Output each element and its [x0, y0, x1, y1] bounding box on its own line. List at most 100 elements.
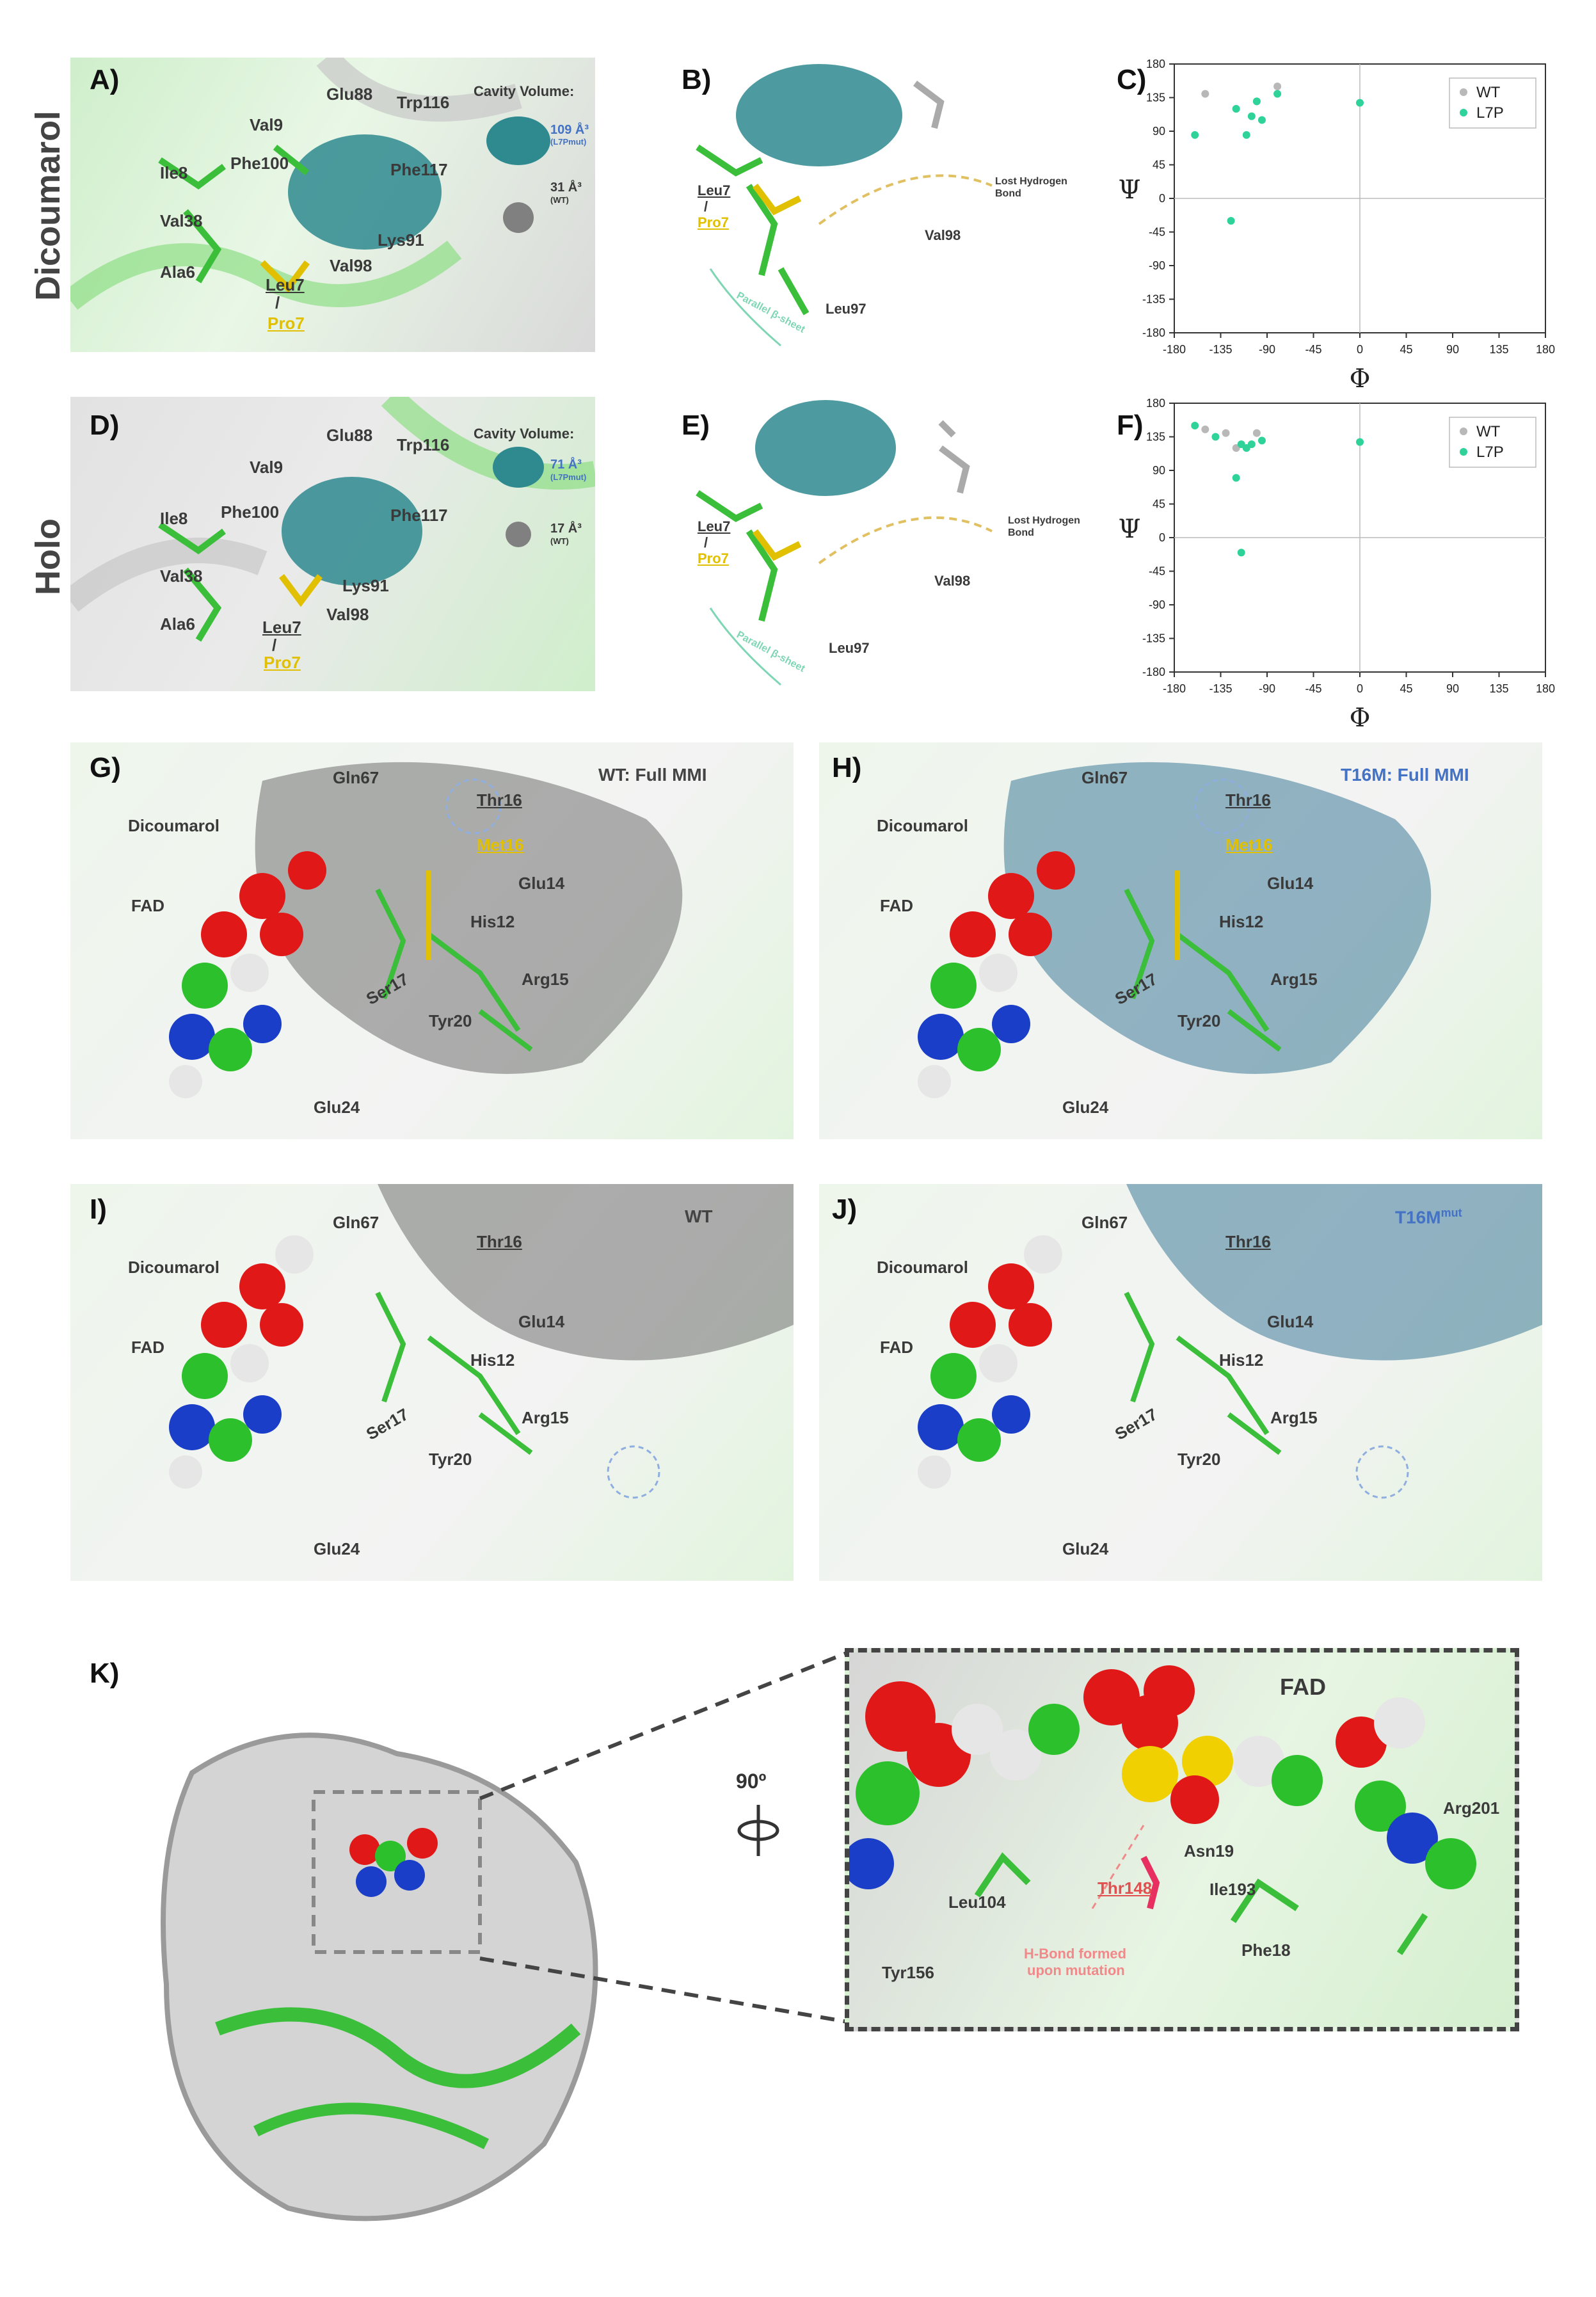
- label-glu24-j: Glu24: [1062, 1539, 1109, 1558]
- cavity-title-d: Cavity Volume:: [474, 426, 575, 442]
- label-val9-d: Val9: [250, 458, 283, 477]
- label-glu24-g: Glu24: [314, 1098, 360, 1117]
- label-slash-d: /: [272, 636, 277, 655]
- label-slash-e: /: [704, 534, 708, 550]
- label-hbond-1: H-Bond formed: [1024, 1946, 1127, 1962]
- label-val98-e: Val98: [934, 573, 971, 589]
- x-tick-label: 45: [1400, 682, 1412, 695]
- label-thr148: Thr148: [1097, 1878, 1153, 1898]
- cavity-mut-sub: (L7Pmut): [550, 137, 587, 147]
- label-gln67-h: Gln67: [1081, 768, 1128, 787]
- x-tick-label: -135: [1209, 343, 1232, 356]
- data-point-l7p: [1237, 548, 1245, 557]
- label-thr16-g: Thr16: [477, 790, 522, 810]
- label-lost-hbond: Lost Hydrogen: [995, 176, 1067, 187]
- legend-label-wt: WT: [1476, 423, 1501, 440]
- legend-marker-l7p: [1460, 109, 1467, 116]
- label-thr16-i: Thr16: [477, 1232, 522, 1251]
- label-arg15-g: Arg15: [522, 970, 569, 989]
- label-glu88: Glu88: [326, 84, 373, 104]
- label-phe117-d: Phe117: [390, 506, 448, 525]
- x-tick-label: 135: [1489, 682, 1508, 695]
- label-leu7-d: Leu7: [262, 618, 301, 637]
- panel-i-letter: I): [90, 1194, 107, 1225]
- label-tyr20-i: Tyr20: [429, 1450, 472, 1469]
- y-tick-label: 90: [1153, 125, 1165, 138]
- data-point-wt: [1252, 429, 1261, 437]
- panel-k-overview: [161, 1733, 598, 2221]
- x-tick-label: -45: [1305, 343, 1321, 356]
- panel-j-title: T16Mmut: [1395, 1206, 1462, 1228]
- label-his12-h: His12: [1219, 912, 1264, 931]
- row-title-holo: Holo: [29, 518, 67, 595]
- data-point-l7p: [1257, 116, 1266, 124]
- panel-j-title-text: T16M: [1395, 1207, 1441, 1228]
- panel-d-letter: D): [90, 410, 120, 441]
- panel-e-letter: E): [682, 410, 710, 441]
- ramachandran-plot-c: -180 -135 -90 -45 0 45 90 135 180 -180 -135 -90 -45 0…: [1118, 58, 1555, 394]
- label-fad-k: FAD: [1280, 1674, 1326, 1700]
- panel-e-structure: [672, 397, 1069, 691]
- label-glu14-h: Glu14: [1267, 874, 1314, 893]
- label-leu7-b: Leu7: [698, 182, 731, 198]
- cavity-wt-value: 31 Å³: [550, 180, 582, 195]
- panel-k-zoom: [845, 1648, 1519, 2031]
- label-val9: Val9: [250, 115, 283, 134]
- y-tick-label: 0: [1159, 531, 1165, 544]
- panel-e-render: [696, 400, 993, 686]
- cavity-wt-sub-d: (WT): [550, 536, 569, 546]
- label-trp116-d: Trp116: [397, 435, 450, 454]
- y-tick-label: -135: [1142, 293, 1165, 306]
- label-tyr20-g: Tyr20: [429, 1011, 472, 1030]
- label-ala6: Ala6: [160, 262, 195, 282]
- label-arg15-h: Arg15: [1270, 970, 1318, 989]
- panel-c-letter: C): [1117, 64, 1147, 95]
- panel-b-structure: [672, 58, 1069, 352]
- cavity-wt-sub: (WT): [550, 195, 569, 205]
- panel-a-letter: A): [90, 64, 120, 95]
- data-point-l7p: [1356, 99, 1364, 107]
- y-tick-label: 90: [1153, 464, 1165, 477]
- cavity-title: Cavity Volume:: [474, 83, 575, 99]
- x-tick-label: 0: [1357, 682, 1363, 695]
- y-tick-label: -45: [1149, 565, 1165, 578]
- legend-marker-wt: [1460, 428, 1467, 435]
- panel-i-render: [169, 1184, 794, 1499]
- x-tick-label: 90: [1446, 343, 1459, 356]
- legend-label-l7p: L7P: [1476, 444, 1504, 461]
- data-point-l7p: [1242, 131, 1250, 139]
- panel-a-render: [70, 58, 550, 310]
- label-fad-j: FAD: [880, 1338, 913, 1357]
- panel-d-structure: [70, 397, 595, 691]
- label-val38: Val38: [160, 211, 203, 230]
- x-tick-label: 45: [1400, 343, 1412, 356]
- panel-a-structure: [70, 58, 595, 352]
- label-phe18: Phe18: [1241, 1941, 1291, 1960]
- rotation-label: 90º: [736, 1770, 767, 1793]
- label-gln67-g: Gln67: [333, 768, 379, 787]
- y-tick-label: 45: [1153, 159, 1165, 172]
- data-point-wt: [1222, 429, 1230, 437]
- label-met16-g: Met16: [477, 835, 524, 854]
- panel-j-title-sup: mut: [1440, 1206, 1462, 1219]
- label-glu24-h: Glu24: [1062, 1098, 1109, 1117]
- label-thr16-h: Thr16: [1225, 790, 1271, 810]
- panel-h-structure: [819, 742, 1542, 1139]
- y-axis-label: Ψ: [1118, 175, 1140, 205]
- label-val38-d: Val38: [160, 566, 203, 586]
- y-tick-label: -45: [1149, 226, 1165, 239]
- x-axis-label: Φ: [1350, 364, 1371, 394]
- y-tick-label: -135: [1142, 632, 1165, 645]
- cavity-mut-value-d: 71 Å³: [550, 458, 582, 472]
- cavity-mut-value: 109 Å³: [550, 123, 589, 137]
- legend-label-wt: WT: [1476, 84, 1501, 101]
- label-dicoumarol-i: Dicoumarol: [128, 1258, 220, 1277]
- x-tick-label: -90: [1259, 343, 1275, 356]
- panel-g-structure: [70, 742, 794, 1139]
- label-pro7-b: Pro7: [698, 214, 729, 230]
- panel-k-letter: K): [90, 1658, 120, 1689]
- label-ala6-d: Ala6: [160, 614, 195, 634]
- data-point-l7p: [1232, 474, 1240, 482]
- label-his12-g: His12: [470, 912, 515, 931]
- label-phe100-d: Phe100: [221, 502, 280, 522]
